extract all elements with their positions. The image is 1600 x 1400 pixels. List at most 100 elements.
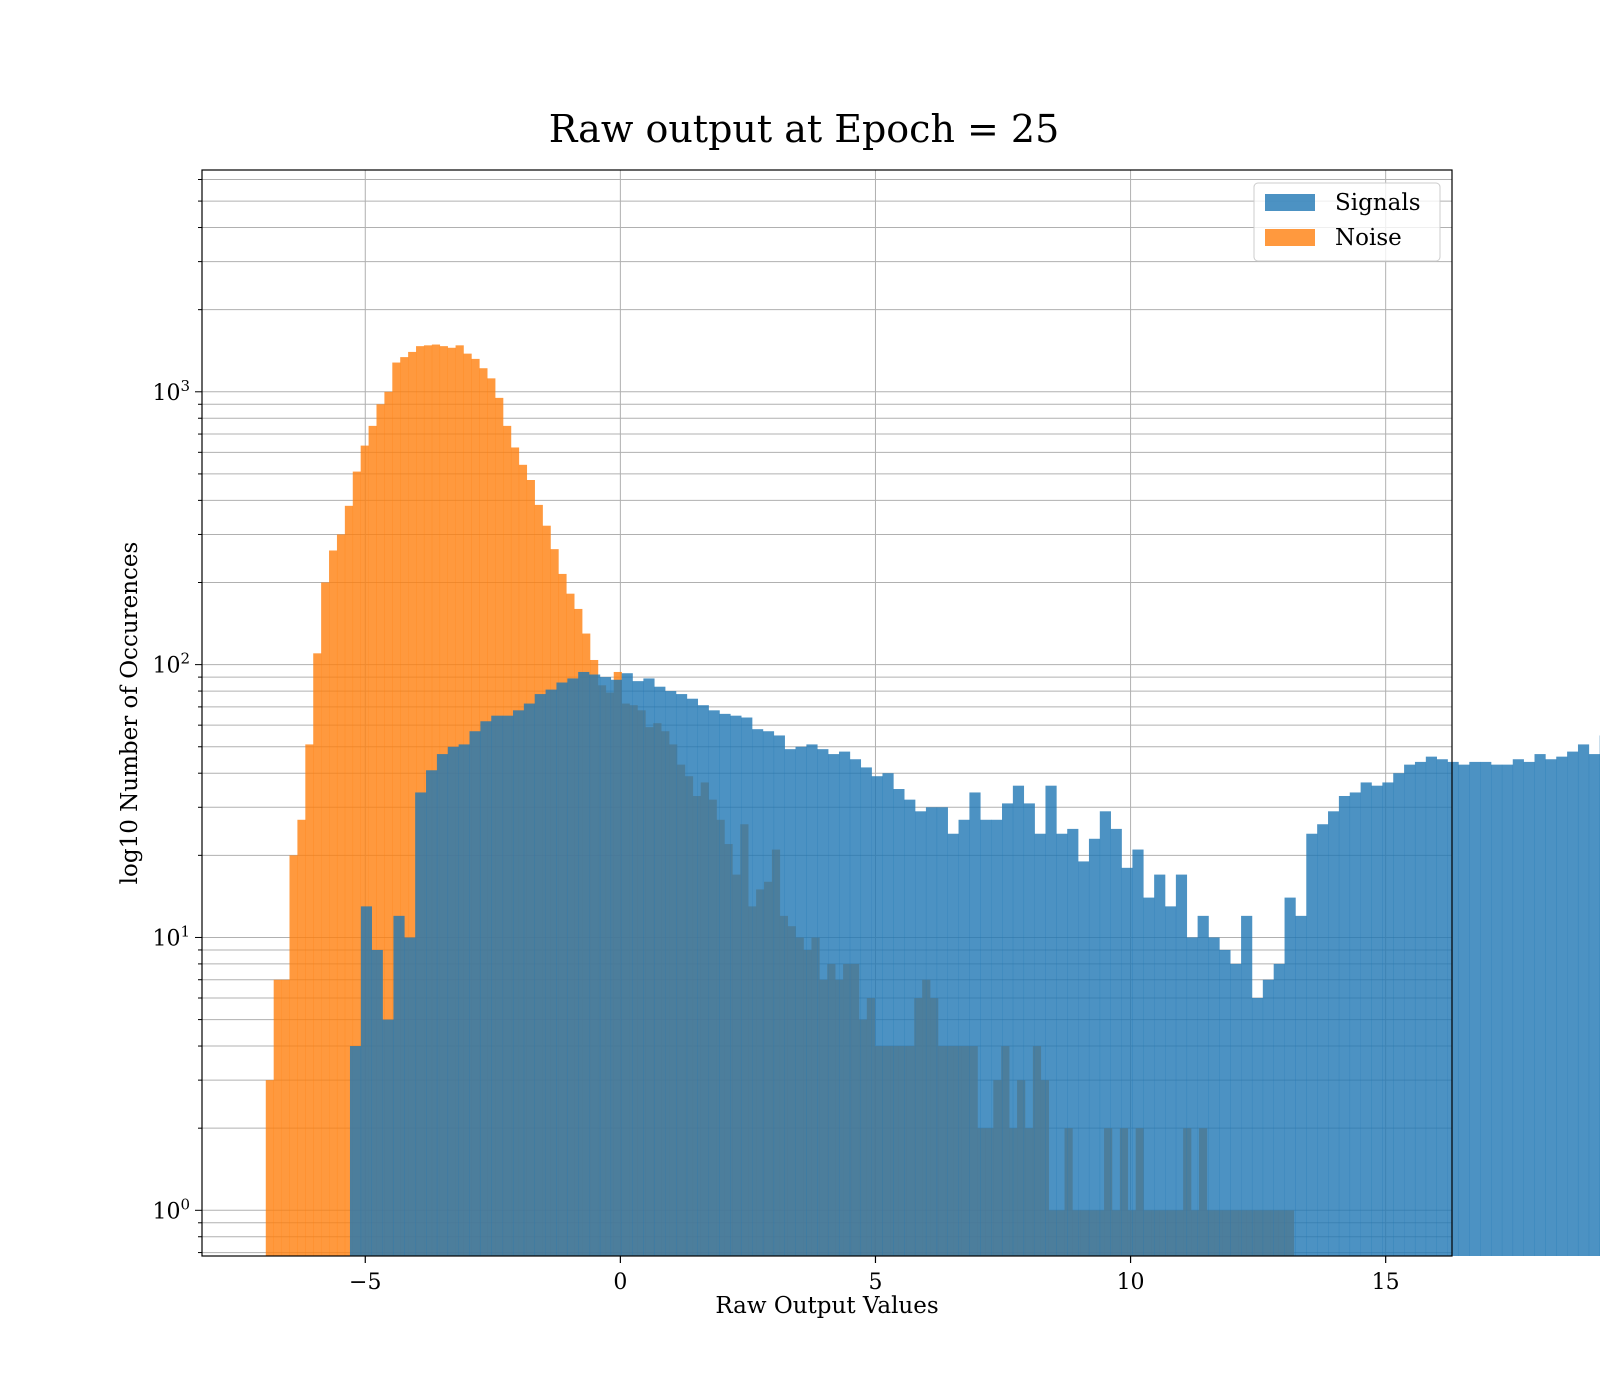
signals-bar — [1023, 803, 1035, 1256]
legend-label-noise: Noise — [1335, 225, 1402, 251]
signals-bar — [1143, 897, 1155, 1256]
signals-bar — [991, 819, 1003, 1256]
noise-bar — [384, 391, 393, 1257]
signals-bar — [415, 792, 427, 1256]
noise-bar — [273, 979, 282, 1256]
signals-bar — [1186, 937, 1198, 1256]
noise-bar — [289, 855, 298, 1256]
signals-bar — [523, 703, 536, 1256]
signals-bar — [925, 807, 938, 1256]
legend-swatch-noise — [1265, 229, 1315, 246]
x-tick-label: 5 — [868, 1270, 882, 1295]
signals-bar — [741, 717, 753, 1256]
signals-bar — [730, 715, 742, 1256]
signals-bar — [512, 710, 525, 1256]
x-tick-label: 10 — [1117, 1270, 1145, 1295]
y-tick-label: 102 — [152, 650, 190, 679]
noise-bar — [336, 534, 346, 1256]
noise-bar — [281, 979, 290, 1256]
signals-bar — [860, 767, 872, 1256]
signals-bar — [1154, 874, 1166, 1256]
signals-bar — [1219, 949, 1231, 1256]
noise-bar — [408, 351, 417, 1256]
signals-bar — [871, 776, 883, 1256]
signals-bar — [752, 729, 764, 1256]
noise-bar — [313, 653, 322, 1256]
signals-bar — [828, 754, 840, 1256]
signals-bar — [1404, 764, 1416, 1256]
x-axis-ticks: −5 0 5 10 15 — [349, 1256, 1400, 1295]
signals-bar — [534, 694, 546, 1256]
signals-bar — [1230, 963, 1242, 1256]
signals-bar — [1165, 906, 1177, 1256]
noise-bar — [305, 744, 314, 1256]
x-tick-label: −5 — [349, 1270, 381, 1295]
signals-bar — [393, 915, 405, 1256]
signals-bar — [1393, 773, 1405, 1256]
signals-bar — [958, 819, 970, 1256]
signals-bar — [1545, 759, 1557, 1256]
signals-bar — [893, 789, 905, 1256]
signals-bar — [1436, 759, 1448, 1256]
signals-bar — [1034, 833, 1046, 1256]
signals-bar — [697, 705, 709, 1256]
x-tick-label: 0 — [613, 1270, 627, 1295]
signals-bar — [915, 811, 927, 1256]
signals-bar — [360, 906, 372, 1256]
signals-bar — [491, 715, 503, 1256]
signals-bar — [1414, 761, 1427, 1256]
signals-bar — [1328, 811, 1340, 1256]
signals-bar — [458, 744, 470, 1256]
signals-bar — [599, 677, 612, 1256]
signals-bar — [1197, 915, 1209, 1256]
noise-bar — [321, 582, 330, 1256]
signals-bar — [643, 678, 655, 1256]
y-axis-label: log10 Number of Occurences — [117, 542, 143, 885]
signals-bar — [1132, 849, 1144, 1256]
noise-bar — [344, 505, 354, 1256]
signals-bar — [1110, 828, 1122, 1256]
signals-bar — [1295, 915, 1307, 1256]
signals-bar — [817, 749, 829, 1256]
signals-bar — [632, 681, 644, 1256]
noise-bar — [368, 425, 377, 1256]
signals-bar — [947, 833, 959, 1256]
signals-bar — [1045, 785, 1057, 1256]
noise-bar — [400, 357, 409, 1257]
signals-bar — [1012, 785, 1025, 1256]
signals-bar — [1425, 756, 1437, 1256]
signals-bar — [1175, 874, 1188, 1256]
signals-bar — [784, 749, 796, 1256]
signals-bar — [382, 1019, 394, 1256]
signals-bar — [882, 773, 894, 1256]
signals-bar — [578, 671, 590, 1256]
signals-bar — [686, 698, 699, 1256]
signals-bar — [502, 715, 514, 1256]
signals-bar — [1121, 867, 1133, 1256]
signals-bar — [1099, 811, 1111, 1256]
signals-bar — [1534, 754, 1546, 1256]
signals-bar — [1306, 833, 1318, 1256]
signals-bar — [371, 949, 383, 1256]
signals-bar — [556, 682, 568, 1256]
y-tick-label: 103 — [152, 377, 190, 406]
signals-bar — [1458, 764, 1470, 1256]
signals-bar — [589, 674, 601, 1256]
noise-bar — [297, 819, 306, 1256]
signals-bar — [1251, 997, 1264, 1256]
signals-bar — [675, 694, 688, 1256]
signals-bar — [1371, 785, 1383, 1256]
signals-bar — [904, 799, 916, 1256]
signals-bar — [1317, 824, 1329, 1256]
signals-bar — [1469, 761, 1481, 1256]
y-tick-label: 101 — [152, 922, 190, 951]
legend: Signals Noise — [1253, 182, 1441, 262]
signals-bar — [665, 691, 677, 1256]
signals-bar — [1078, 861, 1090, 1256]
signals-bar — [545, 689, 557, 1256]
signals-bar — [1567, 751, 1579, 1256]
signals-bar — [936, 807, 948, 1256]
legend-label-signals: Signals — [1335, 190, 1421, 216]
signals-bar — [1273, 963, 1285, 1256]
